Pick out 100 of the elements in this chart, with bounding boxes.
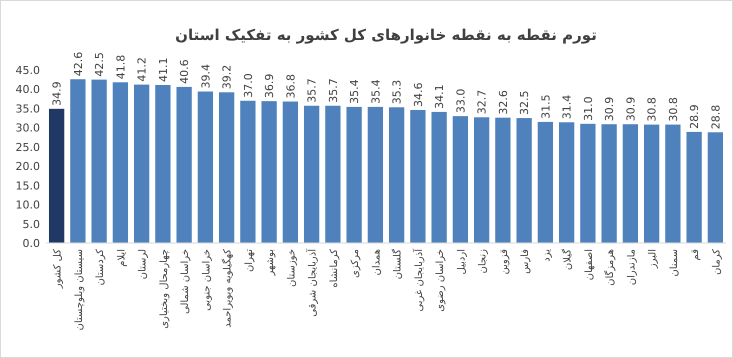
data-label: 35.3 [390,80,404,104]
x-tick-label: سیستان وبلوچستان [74,249,85,331]
y-tick-label: 45.0 [16,64,40,77]
bar [665,124,681,243]
bar [261,101,277,243]
data-label: 30.9 [624,96,638,122]
chart-title: تورم نقطه به نقطه خانوارهای کل کشور به تفکیک استان [175,26,597,44]
data-label: 42.5 [93,52,106,77]
data-label: 37.0 [242,73,255,98]
x-tick-label: قم [690,248,702,260]
data-label: 30.8 [646,97,659,122]
x-tick-label: همدان [371,249,382,276]
bar [558,122,574,243]
x-tick-label: کرمان [711,248,722,276]
y-tick-label: 30.0 [16,122,40,135]
bar [304,106,320,243]
x-tick-label: خراسان شمالی [180,249,192,314]
y-tick-label: 10.0 [16,198,40,212]
x-tick-label: تهران [244,248,255,272]
data-label: 39.2 [220,64,234,90]
data-label: 34.9 [50,81,64,106]
data-label: 35.7 [326,78,340,103]
bar [325,106,341,243]
x-tick-label: اردبیل [456,249,468,274]
x-tick-label: آذربایجان غربی [412,248,425,312]
bar [346,106,362,243]
x-tick-label: خراسان رضوی [435,249,446,312]
data-label: 35.7 [306,78,319,103]
data-label: 31.0 [582,96,595,121]
x-tick-label: کردستان [95,248,106,286]
x-tick-label: خوزستان [286,249,298,287]
data-label: 33.0 [454,88,468,114]
bar [474,117,490,243]
bar [91,80,107,243]
data-label: 32.5 [518,90,532,116]
y-tick-label: 25.0 [16,140,40,154]
bar [495,118,511,243]
bar [410,110,426,243]
x-tick-label: البرز [648,249,659,270]
y-tick-label: 40.0 [16,83,40,96]
data-label: 28.9 [688,104,702,129]
x-tick-label: قزوین [498,248,510,275]
bar [452,116,468,243]
bar [431,112,447,243]
data-label: 34.1 [433,84,446,109]
bar [516,118,532,243]
bar [686,132,702,243]
data-label: 31.5 [539,94,552,119]
x-tick-label: گیلان [562,248,574,270]
x-tick-label: خراسان جنوبی [201,249,212,311]
y-tick-label: 15.0 [16,179,40,192]
x-tick-label: ایلام [116,249,128,267]
bar [48,108,64,243]
data-label: 35.4 [348,79,362,104]
x-tick-label: گلستان [392,248,404,280]
data-label: 32.6 [496,90,510,115]
data-label: 30.8 [666,97,680,122]
bar [282,102,298,243]
bar [134,84,150,243]
data-label: 36.9 [263,74,276,98]
x-tick-label: کل کشور [52,248,64,290]
x-tick-label: سمنان [668,249,680,277]
data-label: 39.4 [199,64,212,89]
data-label: 31.4 [560,94,574,120]
data-label: 41.1 [156,57,170,82]
data-label: 34.6 [412,82,425,107]
x-tick-label: آذربایجان شرقی [306,248,319,317]
bar [538,122,554,243]
x-tick-label: فارس [520,248,532,274]
bar [176,86,192,243]
y-tick-label: 5.0 [22,218,40,231]
x-tick-label: مازندران [626,249,638,286]
data-label: 28.8 [709,104,722,130]
bar [218,92,234,243]
y-tick-label: 35.0 [16,102,40,116]
x-tick-label: مرکزی [350,249,362,278]
bar [708,132,724,243]
x-tick-label: لرستان [138,249,149,280]
x-tick-label: یزد [541,248,552,262]
x-tick-label: بوشهر [265,249,276,276]
y-tick-label: 0.0 [22,237,40,250]
bar [112,82,128,243]
bar [240,100,256,243]
data-label: 35.4 [369,79,382,104]
bar [388,107,404,243]
data-label: 30.9 [603,96,616,122]
bar [368,106,384,243]
data-label: 32.7 [476,90,489,114]
x-tick-label: چهارمحال وبختیاری [158,249,170,329]
x-tick-label: زنجان [478,248,489,274]
bar [70,79,86,243]
data-label: 41.2 [136,57,149,82]
data-label: 36.8 [284,74,298,99]
x-tick-label: کهگیلویه وبویراحمد [222,248,234,328]
bar [580,124,596,243]
x-tick-label: کرمانشاه [328,248,340,288]
y-tick-label: 20.0 [16,160,40,174]
bar [622,124,638,243]
bar [644,124,660,243]
data-label: 41.8 [114,54,128,80]
